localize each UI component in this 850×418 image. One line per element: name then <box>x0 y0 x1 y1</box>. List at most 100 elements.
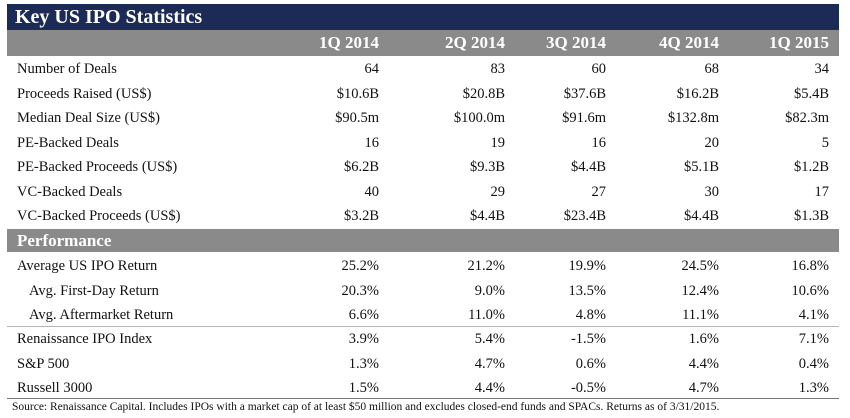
section-header-performance: Performance <box>7 229 839 252</box>
table-cell: 4.4% <box>474 380 505 396</box>
table-cell: -0.5% <box>570 380 606 396</box>
table-cell: 30 <box>704 183 720 200</box>
column-header: 1Q 2015 <box>769 33 829 52</box>
table-row: Avg. First-Day Return 20.3% 9.0% 13.5% 1… <box>7 279 839 304</box>
table-cell: $6.2B <box>343 159 379 175</box>
table-cell: $1.2B <box>793 159 829 175</box>
table-cell: 5.4% <box>474 331 505 347</box>
table-cell: $23.4B <box>563 208 606 224</box>
column-header: 3Q 2014 <box>546 33 606 52</box>
table-cell: 16 <box>364 134 380 151</box>
table-row: Renaissance IPO Index 3.9% 5.4% -1.5% 1.… <box>7 327 839 352</box>
table-cell: 20 <box>704 134 720 151</box>
row-label: PE-Backed Deals <box>17 134 119 151</box>
row-label: PE-Backed Proceeds (US$) <box>17 159 178 175</box>
table-cell: $16.2B <box>676 85 719 102</box>
row-label: Average US IPO Return <box>17 258 158 274</box>
table-cell: 5 <box>821 134 829 151</box>
row-label: Renaissance IPO Index <box>17 331 153 347</box>
row-divider <box>7 326 839 327</box>
table-cell: 4.4% <box>688 355 719 372</box>
table-row: Number of Deals 64 83 60 68 34 <box>7 57 839 82</box>
column-header: 1Q 2014 <box>319 33 379 52</box>
table-cell: 1.3% <box>798 380 829 396</box>
table-cell: 19 <box>490 134 506 151</box>
table-row: VC-Backed Deals 40 29 27 30 17 <box>7 180 839 205</box>
table-row: PE-Backed Proceeds (US$) $6.2B $9.3B $4.… <box>7 155 839 180</box>
table-cell: 1.6% <box>688 331 719 347</box>
table-cell: 4.1% <box>798 307 829 323</box>
table-cell: $132.8m <box>667 110 719 126</box>
table-cell: 11.0% <box>468 307 505 323</box>
table-row: S&P 500 1.3% 4.7% 0.6% 4.4% 0.4% <box>7 352 839 377</box>
row-label: VC-Backed Deals <box>17 183 123 200</box>
table-cell: 11.1% <box>682 307 719 323</box>
deal-rows: Number of Deals 64 83 60 68 34 Proceeds … <box>7 57 839 229</box>
table-cell: $90.5m <box>335 110 379 126</box>
performance-rows: Average US IPO Return 25.2% 21.2% 19.9% … <box>7 254 839 328</box>
table-cell: $10.6B <box>336 85 379 102</box>
table-cell: -1.5% <box>570 331 606 347</box>
table-cell: $5.1B <box>683 159 719 175</box>
table-cell: 83 <box>490 61 506 77</box>
row-label: VC-Backed Proceeds (US$) <box>17 208 181 224</box>
table-cell: 68 <box>704 61 720 77</box>
table-cell: 21.2% <box>467 258 505 274</box>
table-cell: $9.3B <box>469 159 505 175</box>
table-cell: $82.3m <box>785 110 829 126</box>
column-header-row: 1Q 2014 2Q 2014 3Q 2014 4Q 2014 1Q 2015 <box>7 30 839 56</box>
table-row: VC-Backed Proceeds (US$) $3.2B $4.4B $23… <box>7 204 839 229</box>
table-cell: 4.7% <box>474 355 505 372</box>
table-row: Average US IPO Return 25.2% 21.2% 19.9% … <box>7 254 839 279</box>
table-cell: $100.0m <box>453 110 505 126</box>
table-cell: 0.6% <box>575 355 606 372</box>
table-cell: 25.2% <box>341 258 379 274</box>
row-label: Median Deal Size (US$) <box>17 110 160 126</box>
table-cell: 29 <box>490 183 506 200</box>
table-cell: 16.8% <box>791 258 829 274</box>
table-cell: 20.3% <box>341 282 379 299</box>
table-cell: 16 <box>591 134 607 151</box>
table-cell: $91.6m <box>562 110 606 126</box>
table-cell: 12.4% <box>681 282 719 299</box>
table-cell: 10.6% <box>791 282 829 299</box>
table-cell: 4.7% <box>688 380 719 396</box>
table-cell: $20.8B <box>462 85 505 102</box>
row-label: Proceeds Raised (US$) <box>17 85 152 102</box>
row-label: Russell 3000 <box>17 380 93 396</box>
table-bottom-border <box>7 398 839 399</box>
row-label: Avg. Aftermarket Return <box>29 307 174 323</box>
table-cell: 4.8% <box>575 307 606 323</box>
table-cell: $37.6B <box>563 85 606 102</box>
table-cell: 3.9% <box>348 331 379 347</box>
table-cell: 60 <box>591 61 607 77</box>
table-cell: 40 <box>364 183 380 200</box>
table-cell: 13.5% <box>568 282 606 299</box>
table-row: Proceeds Raised (US$) $10.6B $20.8B $37.… <box>7 82 839 107</box>
column-header: 2Q 2014 <box>445 33 505 52</box>
table-cell: 9.0% <box>474 282 505 299</box>
table-cell: 17 <box>814 183 830 200</box>
table-cell: $4.4B <box>570 159 606 175</box>
table-cell: 24.5% <box>681 258 719 274</box>
row-label: Number of Deals <box>17 61 117 77</box>
row-label: S&P 500 <box>17 355 70 372</box>
table-row: Russell 3000 1.5% 4.4% -0.5% 4.7% 1.3% <box>7 376 839 401</box>
table-cell: 0.4% <box>798 355 829 372</box>
source-footnote: Source: Renaissance Capital. Includes IP… <box>12 401 720 413</box>
table-cell: 64 <box>364 61 380 77</box>
table-cell: $4.4B <box>683 208 719 224</box>
index-rows: Renaissance IPO Index 3.9% 5.4% -1.5% 1.… <box>7 327 839 401</box>
table-cell: 27 <box>591 183 607 200</box>
table-cell: 1.5% <box>348 380 379 396</box>
table-row: Avg. Aftermarket Return 6.6% 11.0% 4.8% … <box>7 303 839 328</box>
table-cell: 34 <box>814 61 830 77</box>
table-cell: 7.1% <box>798 331 829 347</box>
table-cell: 19.9% <box>568 258 606 274</box>
table-cell: $1.3B <box>793 208 829 224</box>
table-cell: $3.2B <box>343 208 379 224</box>
row-label: Avg. First-Day Return <box>29 282 159 299</box>
table-row: PE-Backed Deals 16 19 16 20 5 <box>7 131 839 156</box>
table-cell: $5.4B <box>793 85 829 102</box>
